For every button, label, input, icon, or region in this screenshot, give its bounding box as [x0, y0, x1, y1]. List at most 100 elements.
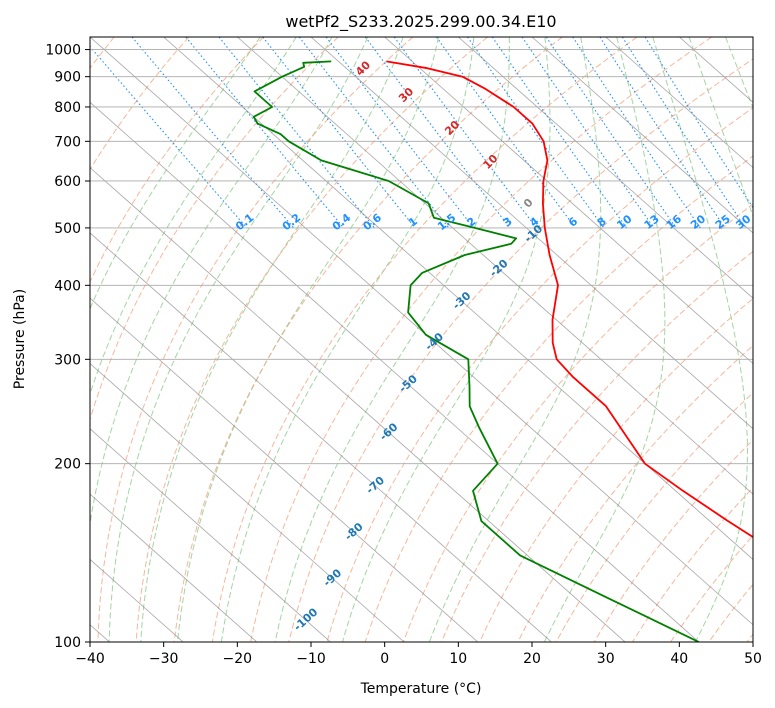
mixing-ratio-line: [521, 37, 655, 229]
dry-adiabat-line: [555, 392, 753, 642]
moist-adiabat-label: 20: [442, 118, 462, 138]
dry-adiabat-line: [746, 633, 753, 642]
sounding-series: [252, 60, 753, 642]
dry-adiabat-line: [326, 107, 753, 642]
dry-adiabat-line: [708, 583, 753, 642]
y-tick-label: 800: [54, 100, 81, 116]
dry-adiabat-line: [135, 37, 488, 642]
mixing-ratio-lines: [90, 37, 753, 229]
dry-adiabat-line: [288, 58, 753, 642]
moist-adiabat-label: 0: [521, 196, 536, 211]
isotherm-line: [605, 37, 753, 169]
moist-adiabat-line: [177, 37, 439, 642]
mixing-ratio-line: [218, 37, 375, 229]
moist-adiabat-label: 40: [353, 58, 373, 78]
y-tick-label: 1000: [45, 43, 81, 59]
mixing-ratio-label: 10: [614, 212, 634, 232]
dry-adiabat-line: [517, 344, 753, 642]
isotherms: [90, 37, 753, 642]
isotherm-line: [90, 493, 258, 642]
plot-frame: [89, 36, 754, 643]
dry-adiabat-line: [593, 439, 753, 642]
dry-adiabat-line: [250, 37, 712, 642]
isotherm-line: [90, 232, 552, 642]
dry-adiabat-line: [90, 37, 264, 283]
dry-adiabat-line: [364, 155, 753, 642]
dry-adiabats: [90, 37, 753, 642]
mixing-ratio-label: 8: [595, 215, 609, 230]
isotherm-line: [163, 37, 753, 560]
isotherm-line: [679, 37, 753, 103]
isotherm-line: [90, 101, 700, 642]
mixing-ratio-label: 0.2: [280, 211, 303, 233]
moist-adiabat-line: [108, 37, 369, 642]
dry-adiabat-line: [631, 486, 753, 642]
mixing-ratio-line: [325, 37, 475, 229]
moist-adiabat-line: [90, 37, 261, 310]
plot-area: 0.1 0.2 0.4 0.6 1 1.5 2 3 4 6 8 10 13 16 20 25 30 36-100-…: [90, 37, 774, 642]
x-tick-label: −10: [296, 651, 326, 667]
mixing-ratio-line: [644, 37, 753, 209]
moist-adiabats: [90, 37, 753, 642]
moist-adiabat-line: [688, 37, 753, 218]
mixing-ratio-label: 30: [733, 212, 753, 232]
y-tick-label: 100: [54, 635, 81, 651]
mixing-ratio-label: 3: [501, 215, 515, 230]
isotherm-line: [384, 37, 753, 365]
x-axis-ticks: −40 −30 −20 −10 0 10 20 30 40 50: [75, 642, 762, 667]
x-tick-label: 20: [523, 651, 541, 667]
y-tick-label: 700: [54, 134, 81, 150]
x-tick-label: −40: [75, 651, 105, 667]
y-axis-label: Pressure (hPa): [12, 289, 28, 389]
mixing-ratio-label: 36: [754, 212, 774, 232]
moist-adiabat-line: [543, 37, 666, 642]
mixing-ratio-line: [262, 37, 416, 229]
x-tick-label: −30: [149, 651, 179, 667]
dry-adiabat-line: [90, 37, 190, 171]
x-tick-label: 0: [380, 651, 389, 667]
dry-adiabat-line: [90, 37, 339, 422]
y-tick-label: 200: [54, 457, 81, 473]
mixing-ratio-label: 0.1: [233, 211, 256, 233]
isotherm-line: [458, 37, 753, 299]
mixing-ratio-line: [298, 37, 450, 229]
mixing-ratio-label: 0.4: [330, 211, 354, 233]
moist-adiabat-line: [140, 37, 404, 642]
isotherm-line: [90, 297, 479, 642]
y-tick-label: 900: [54, 70, 81, 86]
y-tick-label: 300: [54, 352, 81, 368]
y-tick-label: 400: [54, 278, 81, 294]
dry-adiabat-line: [670, 534, 753, 642]
moist-adiabat-line: [652, 37, 748, 642]
mixing-ratio-label: 6: [566, 214, 580, 229]
dry-adiabat-line: [479, 297, 753, 642]
mixing-ratio-line: [572, 37, 701, 229]
y-tick-label: 500: [54, 221, 81, 237]
chart-title: wetPf2_S233.2025.299.00.34.E10: [285, 12, 556, 32]
dewpoint-line: [252, 60, 700, 642]
mixing-ratio-label: 1: [406, 215, 420, 230]
dry-adiabat-line: [97, 37, 414, 642]
dry-adiabat-line: [441, 250, 753, 642]
mixing-ratio-line: [185, 37, 345, 229]
isotherm-line: [752, 37, 753, 38]
x-tick-label: 30: [597, 651, 615, 667]
moist-adiabat-line: [725, 37, 753, 109]
x-tick-label: 50: [744, 651, 762, 667]
y-axis-ticks: 100 200 300 400 500 600 700 800 900 1000: [45, 43, 90, 651]
dry-adiabat-line: [211, 37, 638, 642]
isotherm-line: [90, 428, 331, 642]
dry-adiabat-line: [173, 37, 563, 642]
isotherm-line: [237, 37, 753, 495]
x-tick-label: −20: [223, 651, 253, 667]
isotherm-line: [90, 362, 405, 642]
mixing-ratio-line: [621, 37, 746, 229]
x-axis-label: Temperature (°C): [360, 681, 482, 697]
moist-adiabat-line: [274, 37, 510, 642]
mixing-ratio-line: [467, 37, 605, 229]
isotherm-line: [90, 167, 626, 642]
isotherm-line: [90, 37, 753, 626]
temperature-line: [386, 60, 753, 539]
mixing-ratio-line: [364, 37, 511, 229]
mixing-ratio-line: [545, 37, 677, 229]
